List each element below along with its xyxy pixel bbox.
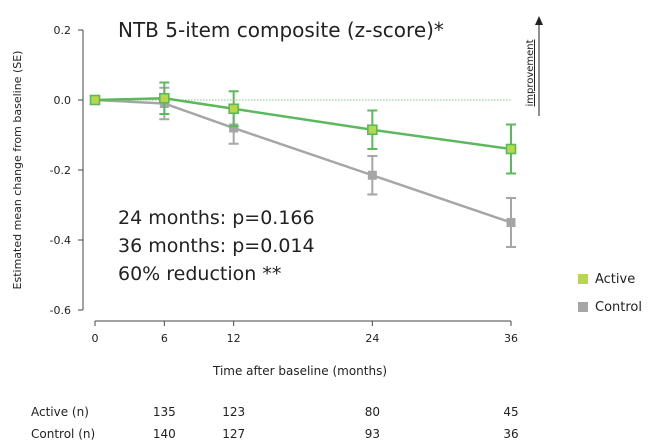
control-point xyxy=(229,123,239,133)
y-tick-label: 0.0 xyxy=(54,94,72,107)
counts-table: Active (n) 135 123 80 45 Control (n) 140 127 93 3… xyxy=(31,405,519,441)
annotation-text: 24 months: p=0.166 xyxy=(118,207,315,229)
active-point xyxy=(89,94,101,106)
y-tick-label: -0.6 xyxy=(50,304,71,317)
counts-cell: 45 xyxy=(503,405,518,419)
x-tick-label: 6 xyxy=(161,332,168,345)
counts-cell: 135 xyxy=(153,405,176,419)
x-axis-label: Time after baseline (months) xyxy=(212,364,387,378)
x-tick-label: 36 xyxy=(504,332,518,345)
active-point xyxy=(159,92,170,104)
series-active xyxy=(89,81,517,175)
legend: Active Control xyxy=(578,272,642,315)
annotations: 24 months: p=0.166 36 months: p=0.014 60% … xyxy=(118,207,315,285)
counts-cell: 80 xyxy=(365,405,380,419)
annotation-text: 60% reduction ** xyxy=(118,263,281,285)
active-line xyxy=(94,96,512,151)
x-tick-label: 12 xyxy=(227,332,241,345)
y-tick-label: -0.4 xyxy=(50,234,71,247)
y-axis-label: Estimated mean change from baseline (SE) xyxy=(11,51,24,290)
counts-cell: 36 xyxy=(503,427,518,441)
active-point xyxy=(228,103,239,115)
counts-row-label: Active (n) xyxy=(31,405,89,419)
y-tick-label: -0.2 xyxy=(50,164,71,177)
up-arrow-icon xyxy=(535,16,543,25)
counts-cell: 93 xyxy=(365,427,380,441)
counts-cell: 127 xyxy=(222,427,245,441)
series-layer xyxy=(89,81,517,248)
improvement-label: improvement xyxy=(525,39,536,106)
legend-label-control: Control xyxy=(595,300,642,315)
annotation-text: 36 months: p=0.014 xyxy=(118,235,315,257)
counts-cell: 123 xyxy=(222,405,245,419)
counts-row-label: Control (n) xyxy=(31,427,95,441)
legend-label-active: Active xyxy=(595,272,635,287)
chart-title: NTB 5-item composite (z-score)* xyxy=(118,18,444,42)
x-tick-label: 24 xyxy=(365,332,379,345)
axes: 0.2 0.0 -0.2 -0.4 -0.6 0 6 12 24 36 xyxy=(50,24,518,345)
control-point xyxy=(506,218,516,227)
control-point xyxy=(367,170,377,180)
active-point xyxy=(367,124,378,136)
counts-cell: 140 xyxy=(153,427,176,441)
legend-swatch-control xyxy=(578,302,588,312)
active-point xyxy=(505,143,517,155)
y-tick-label: 0.2 xyxy=(54,24,72,37)
x-tick-label: 0 xyxy=(92,332,99,345)
legend-swatch-active xyxy=(578,274,588,284)
improvement-indicator: improvement xyxy=(525,16,543,116)
